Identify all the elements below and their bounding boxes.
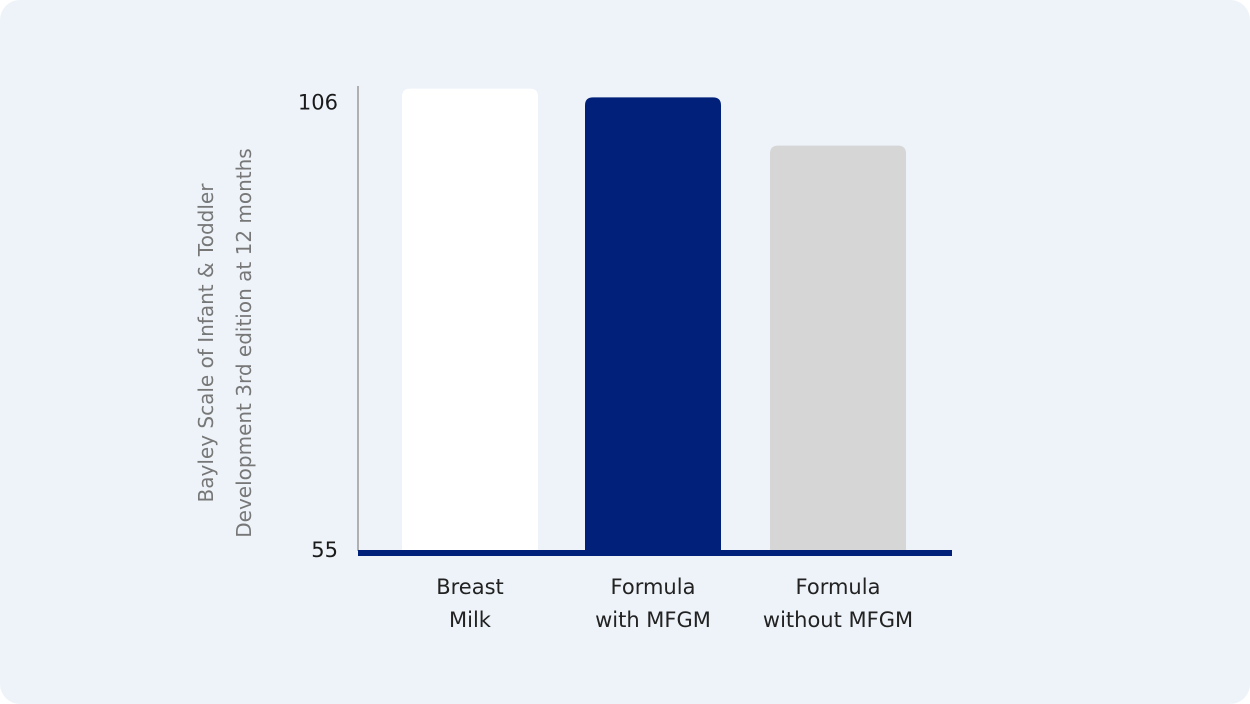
bar [770,145,906,551]
y-tick-label: 106 [298,91,338,115]
x-tick-label: Breast Milk [436,575,504,632]
x-tick-label: Formula with MFGM [595,575,711,632]
y-axis-label: Bayley Scale of Infant & Toddler Develop… [194,148,256,538]
x-tick-label: Formula without MFGM [762,575,914,632]
y-tick-label: 55 [311,538,338,562]
bar [402,88,538,551]
bar [585,97,721,551]
